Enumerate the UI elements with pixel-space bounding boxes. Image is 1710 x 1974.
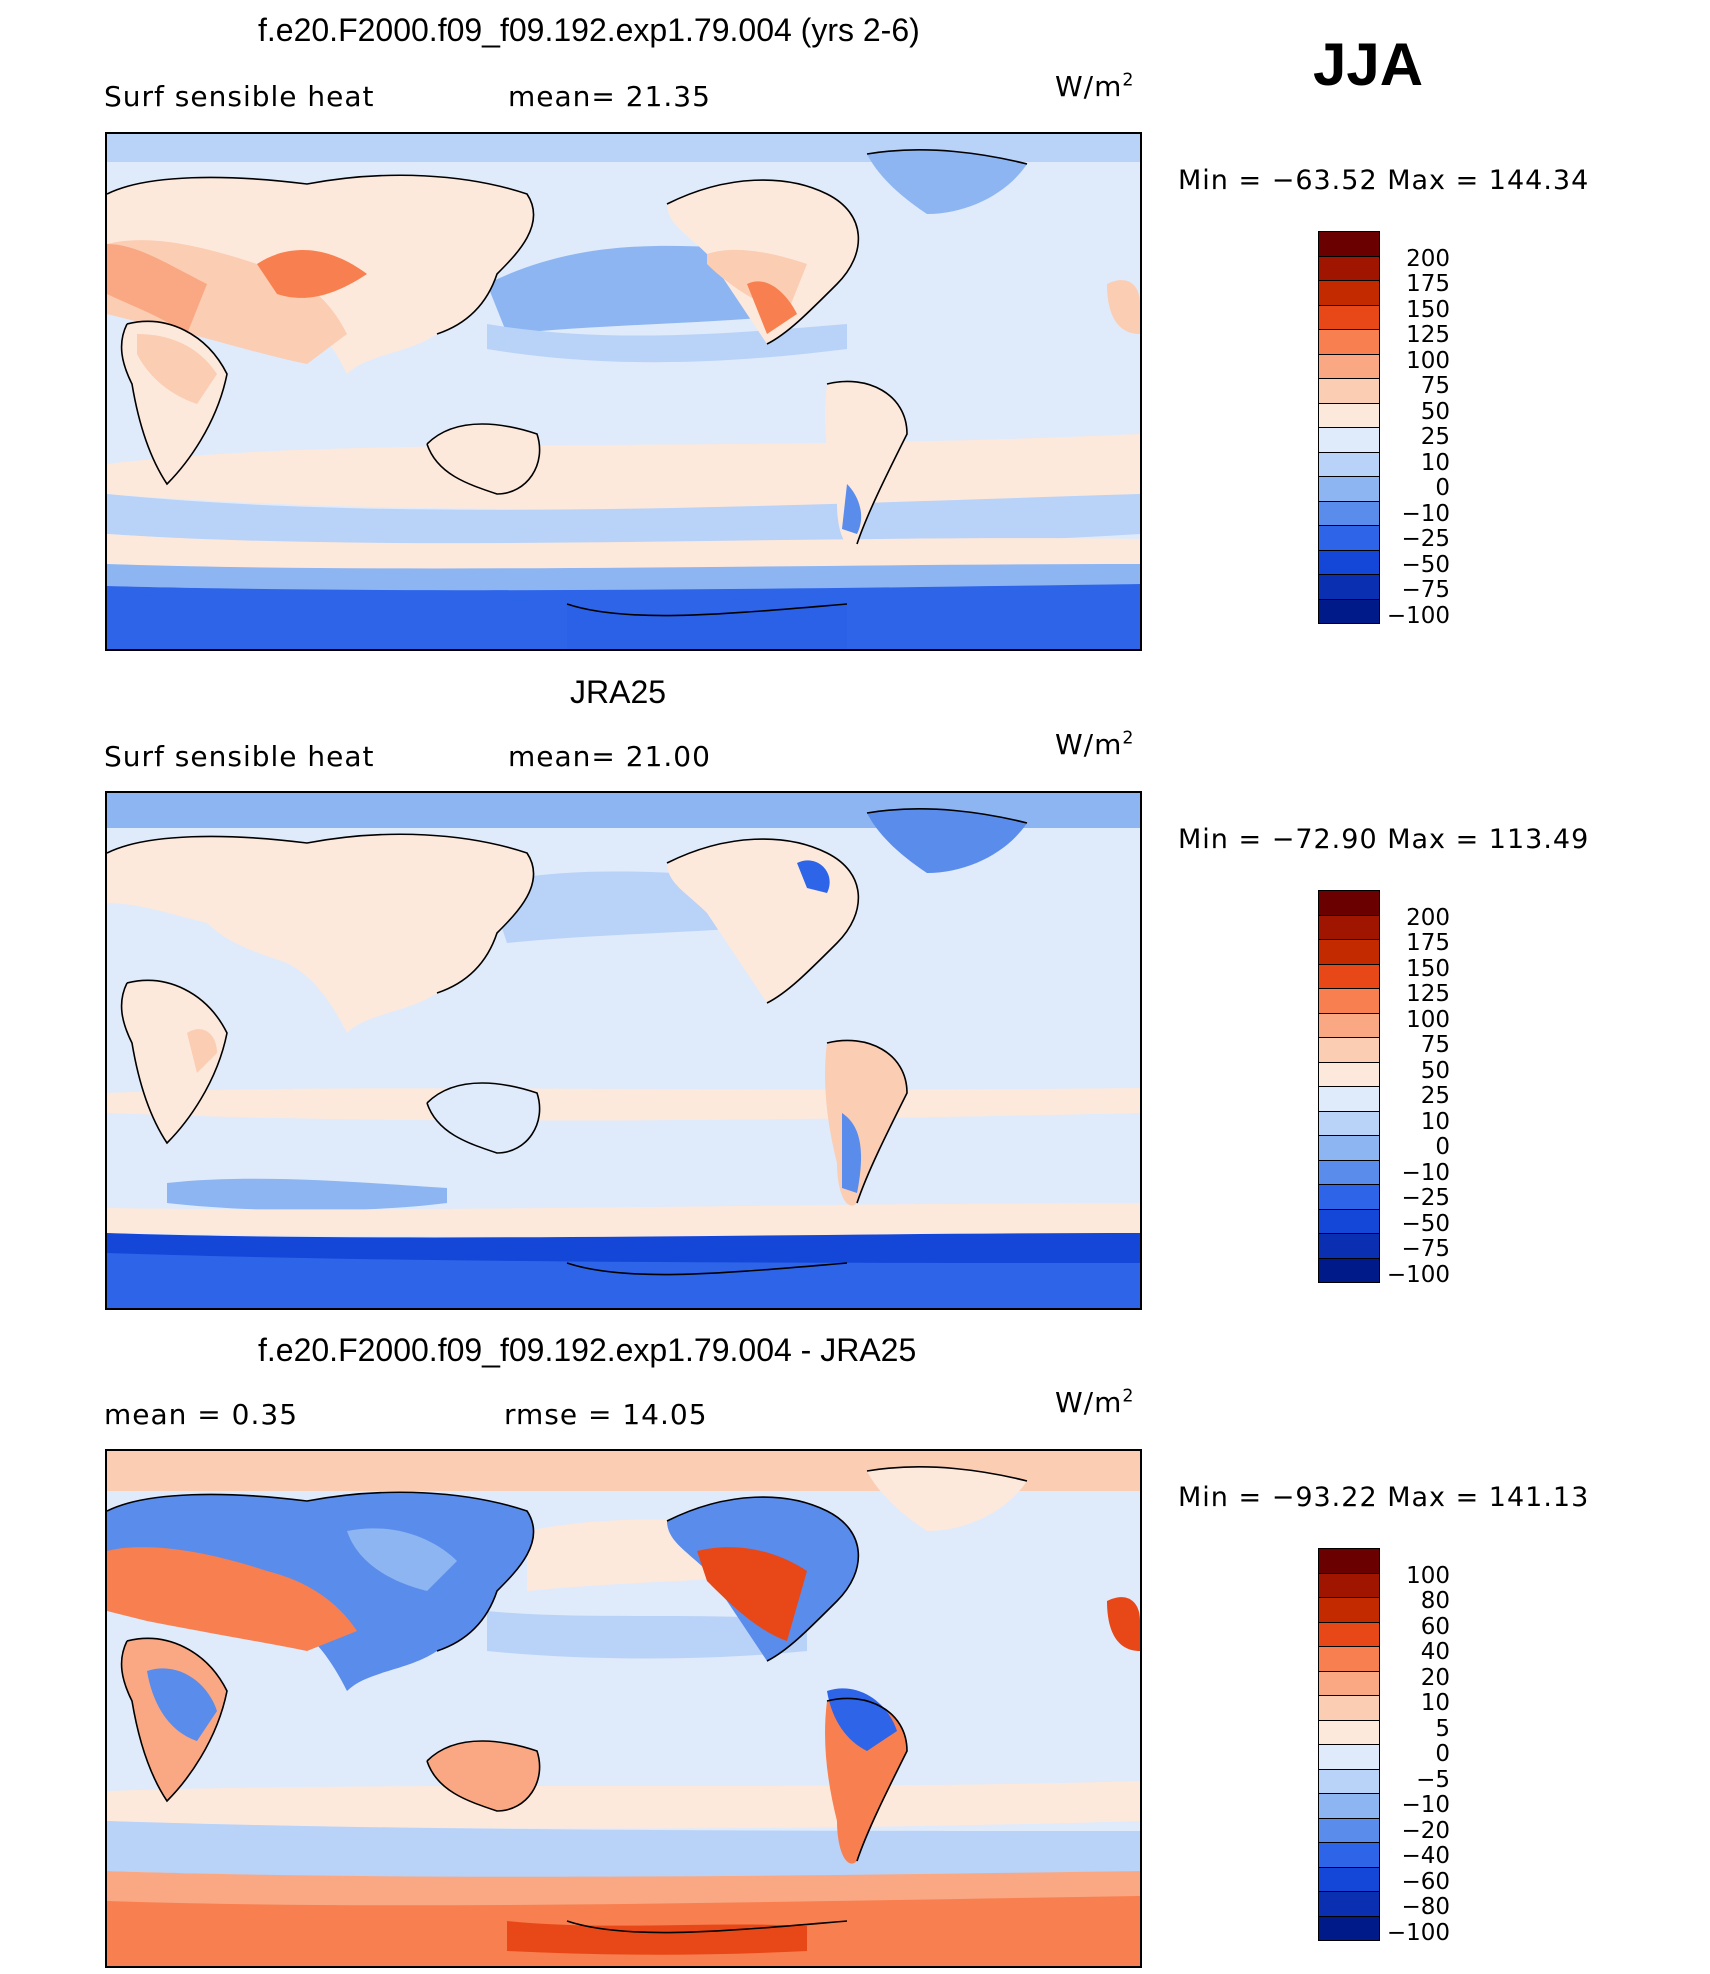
cb2-label: −10 [1401,1160,1450,1186]
cb3-label: 80 [1420,1588,1450,1614]
cb3-label: 5 [1435,1716,1450,1742]
cb3-label: 20 [1420,1665,1450,1691]
panel-1-units: W/m2 [1055,70,1135,103]
cb1-label: 75 [1420,373,1450,399]
cb1-label: 175 [1406,271,1450,297]
cb2-label: 25 [1420,1083,1450,1109]
cb3-label: 40 [1420,1639,1450,1665]
cb2-label: −50 [1401,1211,1450,1237]
panel-1-mean-label: mean= 21.35 [508,80,711,113]
panel-1-minmax: Min = −63.52 Max = 144.34 [1178,165,1590,196]
cb1-label: −100 [1386,603,1450,629]
panel-3-colorbar [1318,1548,1380,1941]
cb2-label: −25 [1401,1185,1450,1211]
cb3-label: −5 [1416,1767,1450,1793]
cb1-label: 25 [1420,424,1450,450]
panel-2-colorbar [1318,890,1380,1283]
panel-3-map [105,1449,1142,1968]
panel-1-colorbar [1318,231,1380,624]
panel-3-mean-label: mean = 0.35 [104,1398,299,1431]
panel-2-map [105,791,1142,1310]
cb1-label: −50 [1401,552,1450,578]
cb3-label: 10 [1420,1690,1450,1716]
panel-2-minmax: Min = −72.90 Max = 113.49 [1178,824,1590,855]
cb2-label: 75 [1420,1032,1450,1058]
cb1-label: 125 [1406,322,1450,348]
cb1-label: 150 [1406,297,1450,323]
cb2-label: −100 [1386,1262,1450,1288]
cb3-label: −100 [1386,1920,1450,1946]
cb1-label: −75 [1401,577,1450,603]
panel-2-mean-label: mean= 21.00 [508,740,711,773]
cb2-label: −75 [1401,1236,1450,1262]
cb2-label: 0 [1435,1134,1450,1160]
panel-2-units: W/m2 [1055,728,1135,761]
cb2-label: 10 [1420,1109,1450,1135]
panel-2-title: JRA25 [570,674,667,710]
cb3-label: −20 [1401,1818,1450,1844]
cb1-label: 0 [1435,475,1450,501]
cb2-label: 200 [1406,905,1450,931]
cb1-label: −10 [1401,501,1450,527]
panel-2-variable-label: Surf sensible heat [104,740,375,773]
cb3-label: 0 [1435,1741,1450,1767]
panel-3-title: f.e20.F2000.f09_f09.192.exp1.79.004 - JR… [258,1332,917,1368]
panel-1-map [105,132,1142,651]
cb2-label: 50 [1420,1058,1450,1084]
cb2-label: 150 [1406,956,1450,982]
cb2-label: 175 [1406,930,1450,956]
panel-3-minmax: Min = −93.22 Max = 141.13 [1178,1482,1590,1513]
panel-1-title: f.e20.F2000.f09_f09.192.exp1.79.004 (yrs… [258,12,920,48]
cb1-label: 200 [1406,246,1450,272]
cb3-label: −40 [1401,1843,1450,1869]
panel-3-units: W/m2 [1055,1386,1135,1419]
cb1-label: 100 [1406,348,1450,374]
cb3-label: −80 [1401,1894,1450,1920]
cb3-label: −10 [1401,1792,1450,1818]
cb1-label: −25 [1401,526,1450,552]
season-label: JJA [1313,31,1424,98]
panel-3-rmse-label: rmse = 14.05 [504,1398,708,1431]
panel-1-variable-label: Surf sensible heat [104,80,375,113]
cb2-label: 125 [1406,981,1450,1007]
cb2-label: 100 [1406,1007,1450,1033]
cb3-label: −60 [1401,1869,1450,1895]
cb1-label: 10 [1420,450,1450,476]
cb1-label: 50 [1420,399,1450,425]
cb3-label: 60 [1420,1614,1450,1640]
cb3-label: 100 [1406,1563,1450,1589]
